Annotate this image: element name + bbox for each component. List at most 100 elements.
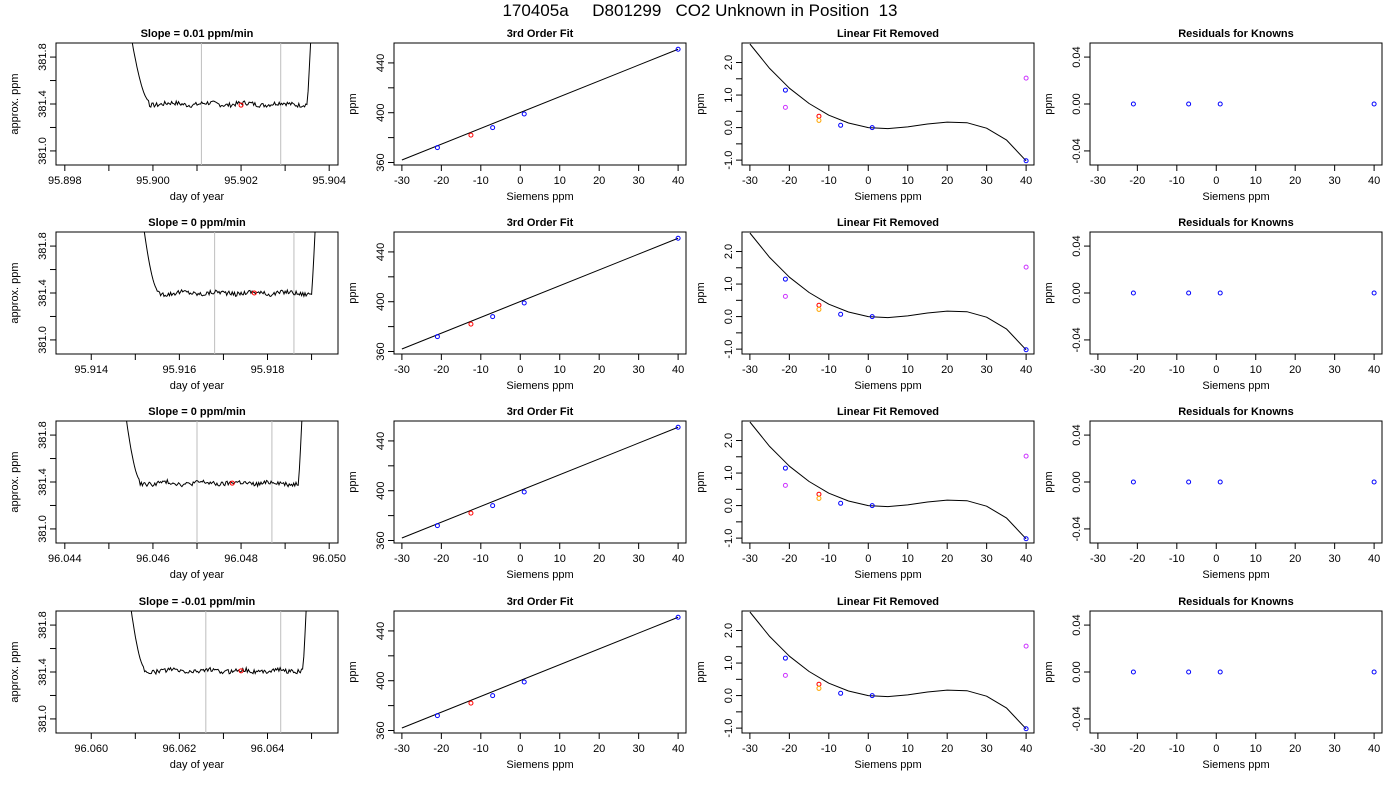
panel-title: Linear Fit Removed [837, 596, 939, 608]
y-tick-label: 381.4 [37, 468, 49, 496]
panel-r1c2: 3rd Order Fit -30 -20 -10 0 10 20 30 40 360 400 440… [347, 28, 687, 203]
panel-r3c1: Slope = 0 ppm/min 96.044 96.046 96.048 96.05… [9, 406, 346, 581]
plot-area [1130, 669, 1377, 675]
data-point [782, 672, 788, 678]
data-point [490, 693, 496, 699]
mean-point [229, 480, 235, 486]
x-tick-label: 96.064 [251, 743, 285, 755]
panel-r4c1: Slope = -0.01 ppm/min 96.060 96.062 96.064 3… [9, 596, 339, 771]
concentration-trace [131, 43, 312, 109]
x-axis-label: Siemens ppm [854, 759, 921, 771]
x-tick-label: 30 [1329, 743, 1341, 755]
x-axis-label: Siemens ppm [854, 191, 921, 203]
y-tick-label: -0.04 [1071, 327, 1083, 352]
y-tick-label: 381.8 [37, 232, 49, 260]
x-axis-label: Siemens ppm [1202, 380, 1269, 392]
plot-frame [393, 610, 687, 734]
x-tick-label: 40 [1020, 743, 1032, 755]
x-tick-label: 30 [981, 364, 993, 376]
data-point [1023, 643, 1029, 649]
x-tick-label: 20 [593, 175, 605, 187]
y-axis-label: approx. ppm [9, 451, 21, 512]
x-tick-label: 40 [1020, 364, 1032, 376]
data-point [468, 700, 474, 706]
plot-area [401, 235, 681, 350]
x-tick-label: -30 [1090, 553, 1106, 565]
data-point [1217, 479, 1223, 485]
data-point [1023, 536, 1029, 542]
x-tick-label: -10 [821, 553, 837, 565]
plot-area [401, 614, 681, 729]
x-tick-label: -20 [781, 364, 797, 376]
x-tick-label: 96.044 [48, 553, 82, 565]
y-tick-label: -1.0 [723, 151, 735, 170]
x-tick-label: -30 [1090, 743, 1106, 755]
panel-title: Slope = 0 ppm/min [148, 217, 246, 229]
y-axis-label: ppm [347, 282, 359, 303]
x-axis-label: Siemens ppm [506, 569, 573, 581]
panel-r2c3: Linear Fit Removed -30 -20 -10 0 10 20 30 40 -1.0… [695, 217, 1035, 392]
panel-title: 3rd Order Fit [507, 28, 574, 40]
x-tick-label: 0 [1213, 175, 1219, 187]
x-tick-label: 10 [1250, 364, 1262, 376]
y-tick-label: -0.04 [1071, 138, 1083, 163]
x-tick-label: 30 [981, 553, 993, 565]
x-tick-label: 10 [554, 364, 566, 376]
x-tick-label: 0 [1213, 364, 1219, 376]
y-tick-label: 381.8 [37, 43, 49, 71]
x-tick-label: 0 [865, 364, 871, 376]
x-tick-label: 95.904 [312, 175, 346, 187]
panel-title: Slope = 0 ppm/min [148, 406, 246, 418]
y-tick-label: 381.0 [37, 705, 49, 733]
data-point [816, 306, 822, 312]
data-point [1217, 290, 1223, 296]
y-axis-label: ppm [1043, 661, 1055, 682]
data-point [675, 614, 681, 620]
y-tick-label: 360 [375, 721, 387, 739]
panel-title: Slope = 0.01 ppm/min [141, 28, 254, 40]
panel-r2c4: Residuals for Knowns -30 -20 -10 0 10 20 30 40 -0… [1043, 217, 1383, 392]
x-tick-label: -10 [473, 743, 489, 755]
y-tick-label: 0.04 [1071, 235, 1083, 256]
x-tick-label: 0 [517, 743, 523, 755]
data-point [1371, 290, 1377, 296]
data-point [675, 46, 681, 52]
x-tick-label: 40 [1368, 553, 1380, 565]
data-point [816, 113, 822, 119]
y-tick-label: 360 [375, 342, 387, 360]
plot-area [749, 43, 1029, 164]
x-tick-label: 20 [1289, 553, 1301, 565]
plot-area [749, 421, 1029, 542]
plot-frame [741, 42, 1035, 166]
data-point [1023, 347, 1029, 353]
x-tick-label: 0 [517, 175, 523, 187]
y-tick-label: 1.0 [723, 655, 735, 670]
x-tick-label: -10 [1169, 553, 1185, 565]
x-tick-label: 40 [1368, 364, 1380, 376]
data-point [782, 655, 788, 661]
x-tick-label: 30 [1329, 553, 1341, 565]
fit-line [401, 48, 679, 161]
x-tick-label: 30 [633, 364, 645, 376]
data-point [521, 489, 527, 495]
y-tick-label: 0.00 [1071, 282, 1083, 303]
plot-frame [393, 231, 687, 355]
x-axis-label: Siemens ppm [506, 759, 573, 771]
x-tick-label: 20 [593, 364, 605, 376]
mean-point [238, 102, 244, 108]
x-tick-label: 30 [981, 175, 993, 187]
y-axis-label: ppm [695, 93, 707, 114]
panel-title: 3rd Order Fit [507, 217, 574, 229]
y-tick-label: 2.0 [723, 623, 735, 638]
panel-r2c2: 3rd Order Fit -30 -20 -10 0 10 20 30 40 360 400 440… [347, 217, 687, 392]
plot-area [131, 43, 312, 165]
data-point [816, 117, 822, 123]
y-axis-label: ppm [1043, 282, 1055, 303]
x-tick-label: 10 [1250, 553, 1262, 565]
x-tick-label: 40 [1020, 175, 1032, 187]
data-point [434, 523, 440, 529]
x-tick-label: 40 [1368, 175, 1380, 187]
x-tick-label: 20 [941, 553, 953, 565]
panel-title: Linear Fit Removed [837, 406, 939, 418]
x-tick-label: 95.916 [163, 364, 197, 376]
